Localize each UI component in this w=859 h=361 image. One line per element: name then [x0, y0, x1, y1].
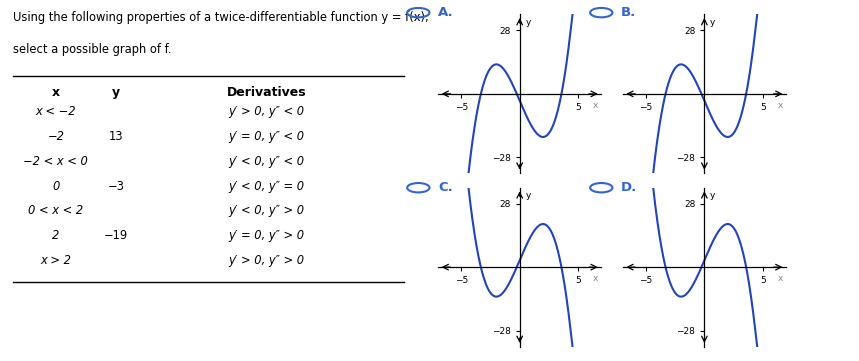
Text: y′ > 0, y″ < 0: y′ > 0, y″ < 0: [228, 105, 304, 118]
Text: y′ = 0, y″ > 0: y′ = 0, y″ > 0: [228, 229, 304, 242]
Text: x < −2: x < −2: [35, 105, 76, 118]
Text: −2 < x < 0: −2 < x < 0: [23, 155, 88, 168]
Text: B.: B.: [621, 6, 637, 19]
Text: x > 2: x > 2: [40, 254, 71, 267]
Text: y′ < 0, y″ < 0: y′ < 0, y″ < 0: [228, 155, 304, 168]
Text: 13: 13: [108, 130, 124, 143]
Text: −2: −2: [47, 130, 64, 143]
Text: x: x: [52, 86, 60, 99]
Text: Using the following properties of a twice-differentiable function y = f(x),: Using the following properties of a twic…: [13, 11, 429, 24]
Text: y: y: [526, 191, 531, 200]
Text: D.: D.: [621, 181, 637, 194]
Text: −3: −3: [107, 180, 125, 193]
Text: 0: 0: [52, 180, 59, 193]
Text: y: y: [526, 18, 531, 27]
Text: x: x: [777, 101, 783, 110]
Text: y: y: [710, 191, 716, 200]
Text: 2: 2: [52, 229, 59, 242]
Text: y′ = 0, y″ < 0: y′ = 0, y″ < 0: [228, 130, 304, 143]
Text: x: x: [593, 274, 598, 283]
Text: 0 < x < 2: 0 < x < 2: [28, 204, 83, 217]
Text: x: x: [777, 274, 783, 283]
Text: y: y: [112, 86, 120, 99]
Text: C.: C.: [438, 181, 453, 194]
Text: y: y: [710, 18, 716, 27]
Text: A.: A.: [438, 6, 454, 19]
Text: y′ > 0, y″ > 0: y′ > 0, y″ > 0: [228, 254, 304, 267]
Text: select a possible graph of f.: select a possible graph of f.: [13, 43, 172, 56]
Text: −19: −19: [104, 229, 128, 242]
Text: y′ < 0, y″ = 0: y′ < 0, y″ = 0: [228, 180, 304, 193]
Text: Derivatives: Derivatives: [227, 86, 306, 99]
Text: y′ < 0, y″ > 0: y′ < 0, y″ > 0: [228, 204, 304, 217]
Text: x: x: [593, 101, 598, 110]
